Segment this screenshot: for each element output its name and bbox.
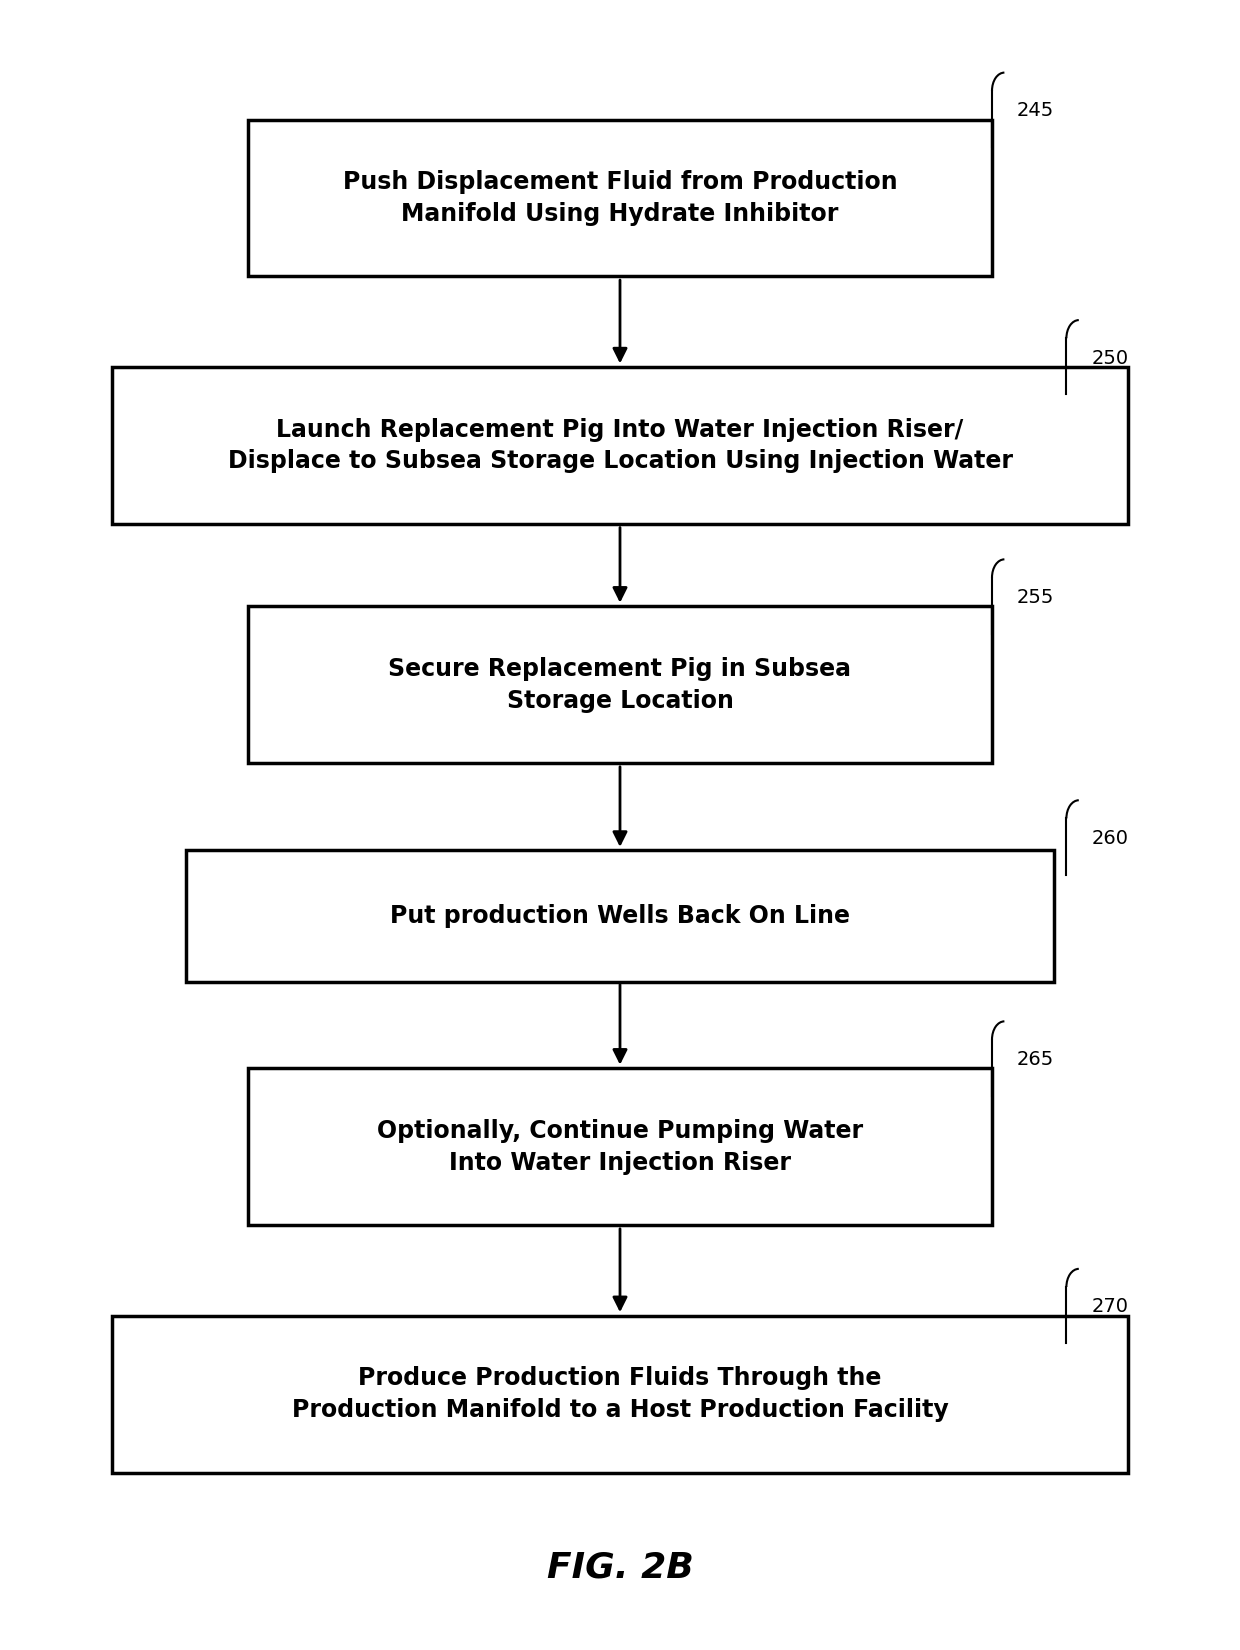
Bar <box>112 368 1128 525</box>
Text: Launch Replacement Pig Into Water Injection Riser/
Displace to Subsea Storage Lo: Launch Replacement Pig Into Water Inject… <box>227 417 1013 474</box>
Text: Put production Wells Back On Line: Put production Wells Back On Line <box>391 904 849 927</box>
Text: 265: 265 <box>1017 1049 1054 1069</box>
Bar <box>186 850 1054 982</box>
Text: FIG. 2B: FIG. 2B <box>547 1551 693 1584</box>
Text: Optionally, Continue Pumping Water
Into Water Injection Riser: Optionally, Continue Pumping Water Into … <box>377 1119 863 1175</box>
Bar <box>248 120 992 276</box>
Bar <box>248 1069 992 1224</box>
Text: 255: 255 <box>1017 587 1054 607</box>
Text: 270: 270 <box>1091 1297 1128 1317</box>
Bar <box>112 1317 1128 1472</box>
Text: 260: 260 <box>1091 828 1128 848</box>
Text: Push Displacement Fluid from Production
Manifold Using Hydrate Inhibitor: Push Displacement Fluid from Production … <box>342 170 898 226</box>
Text: 245: 245 <box>1017 101 1054 120</box>
Text: Produce Production Fluids Through the
Production Manifold to a Host Production F: Produce Production Fluids Through the Pr… <box>291 1366 949 1422</box>
Text: Secure Replacement Pig in Subsea
Storage Location: Secure Replacement Pig in Subsea Storage… <box>388 657 852 713</box>
Text: 250: 250 <box>1091 348 1128 368</box>
Bar <box>248 607 992 762</box>
